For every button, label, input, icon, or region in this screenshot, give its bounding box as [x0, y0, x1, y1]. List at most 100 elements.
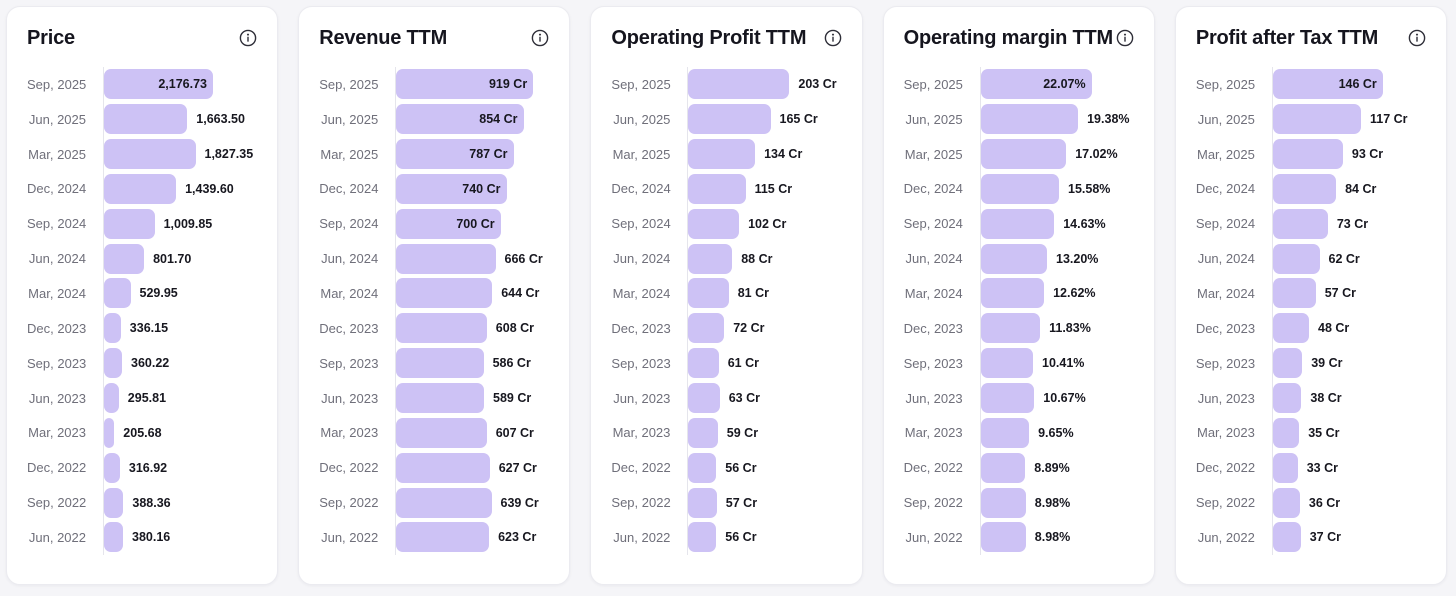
bar-row: Dec, 2023 336.15: [27, 310, 257, 346]
bar[interactable]: [104, 243, 145, 274]
bar[interactable]: [104, 139, 196, 170]
bar[interactable]: [688, 487, 717, 518]
bar[interactable]: [688, 383, 720, 414]
bar[interactable]: [104, 173, 177, 204]
bar[interactable]: [980, 69, 1092, 100]
card-header: Price: [27, 25, 257, 51]
value-label: 84 Cr: [1345, 181, 1377, 196]
bar[interactable]: [1272, 104, 1361, 135]
info-icon[interactable]: [824, 29, 842, 47]
bar[interactable]: [980, 348, 1033, 379]
bar[interactable]: [980, 139, 1067, 170]
bar[interactable]: [980, 313, 1041, 344]
bar[interactable]: [980, 173, 1059, 204]
bar[interactable]: [396, 173, 507, 204]
bar[interactable]: [396, 452, 490, 483]
bar-track: 165 Cr: [687, 101, 841, 137]
bar[interactable]: [396, 69, 534, 100]
bar-row: Jun, 2024 666 Cr: [319, 241, 549, 277]
bar[interactable]: [104, 383, 119, 414]
bar[interactable]: [1272, 452, 1298, 483]
bar[interactable]: [980, 208, 1055, 239]
bar[interactable]: [1272, 522, 1301, 553]
bar[interactable]: [1272, 383, 1302, 414]
bar-row: Dec, 2022 8.89%: [904, 450, 1134, 486]
bar[interactable]: [396, 104, 524, 135]
bar[interactable]: [688, 522, 717, 553]
bar[interactable]: [396, 383, 484, 414]
bar[interactable]: [1272, 243, 1320, 274]
bar[interactable]: [980, 417, 1030, 448]
bar[interactable]: [1272, 417, 1300, 448]
bar[interactable]: [104, 348, 122, 379]
bar[interactable]: [688, 278, 729, 309]
bar[interactable]: [396, 348, 484, 379]
category-label: Sep, 2025: [27, 76, 87, 92]
bar-row: Jun, 2022 37 Cr: [1196, 519, 1426, 555]
bar-row: Sep, 2024 1,009.85: [27, 206, 257, 242]
info-icon[interactable]: [531, 29, 549, 47]
bar[interactable]: [980, 522, 1026, 553]
value-label: 59 Cr: [726, 425, 759, 440]
bar[interactable]: [104, 104, 188, 135]
bar[interactable]: [688, 139, 756, 170]
bar[interactable]: [688, 208, 740, 239]
value-label: 115 Cr: [754, 181, 793, 196]
bar[interactable]: [396, 278, 493, 309]
bar[interactable]: [396, 139, 514, 170]
info-icon[interactable]: [1408, 29, 1426, 47]
bar[interactable]: [688, 452, 717, 483]
bar[interactable]: [688, 348, 719, 379]
category-label: Sep, 2024: [611, 216, 671, 232]
value-label: 73 Cr: [1336, 216, 1369, 231]
info-icon[interactable]: [239, 29, 257, 47]
bar[interactable]: [1272, 313, 1309, 344]
chart-card-price: Price Sep, 2025 2,176.73 Jun, 2025 1,663.50…: [6, 6, 279, 585]
bar[interactable]: [980, 243, 1047, 274]
bar[interactable]: [396, 417, 487, 448]
bar[interactable]: [396, 208, 501, 239]
bar[interactable]: [1272, 487, 1300, 518]
bar[interactable]: [980, 452, 1026, 483]
bar[interactable]: [688, 417, 718, 448]
chart-card-operating-profit-ttm: Operating Profit TTM Sep, 2025 203 Cr Jun,…: [590, 6, 863, 585]
bar[interactable]: [104, 208, 155, 239]
bar[interactable]: [1272, 173, 1337, 204]
bar[interactable]: [396, 487, 492, 518]
bar[interactable]: [396, 313, 487, 344]
bar-row: Sep, 2022 8.98%: [904, 485, 1134, 520]
bar[interactable]: [104, 278, 131, 309]
bar[interactable]: [980, 278, 1045, 309]
bar[interactable]: [104, 69, 213, 100]
bar[interactable]: [1272, 278, 1316, 309]
bar[interactable]: [104, 313, 121, 344]
bar[interactable]: [396, 243, 496, 274]
bar[interactable]: [980, 487, 1026, 518]
bar[interactable]: [688, 243, 733, 274]
bar[interactable]: [980, 383, 1035, 414]
bar[interactable]: [104, 487, 124, 518]
bar[interactable]: [688, 104, 771, 135]
category-label: Jun, 2024: [321, 251, 379, 267]
bar-track: 589 Cr: [395, 380, 549, 416]
info-icon[interactable]: [1116, 29, 1134, 47]
category-label: Sep, 2022: [319, 495, 379, 511]
bar-row: Dec, 2024 84 Cr: [1196, 171, 1426, 207]
bar[interactable]: [688, 313, 725, 344]
bar[interactable]: [1272, 348, 1303, 379]
bar-track: 84 Cr: [1271, 171, 1426, 207]
bar[interactable]: [980, 104, 1079, 135]
bar[interactable]: [688, 173, 746, 204]
bar[interactable]: [396, 522, 490, 553]
category-label: Sep, 2023: [903, 355, 963, 371]
value-label: 72 Cr: [733, 321, 765, 336]
value-label: 740 Cr: [462, 181, 501, 196]
bar[interactable]: [104, 417, 115, 448]
bar[interactable]: [104, 452, 120, 483]
bar[interactable]: [1272, 69, 1383, 100]
bar[interactable]: [688, 69, 790, 100]
bar[interactable]: [1272, 139, 1343, 170]
bar[interactable]: [1272, 208, 1328, 239]
bar[interactable]: [104, 522, 123, 553]
